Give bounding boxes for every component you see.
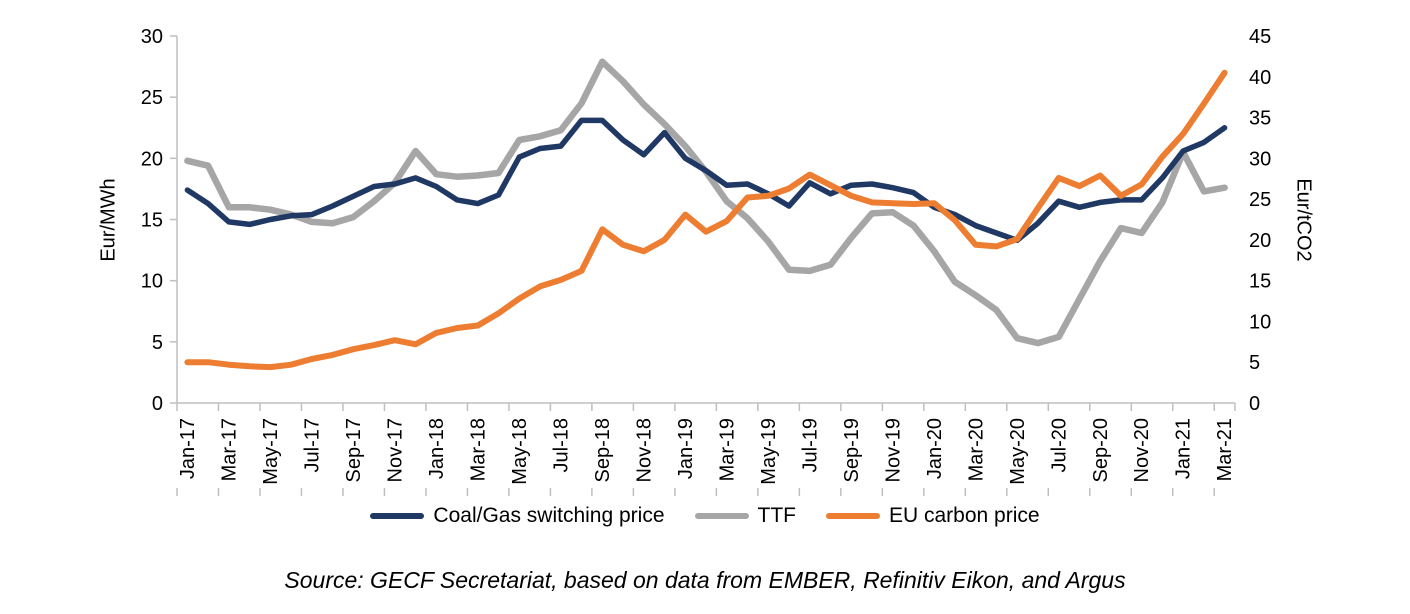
legend-label-eu-carbon: EU carbon price	[889, 504, 1040, 527]
x-axis-tick-label: Sep-19	[841, 418, 863, 483]
x-axis-tick-label: Nov-19	[882, 418, 904, 482]
x-axis-tick-label: May-17	[260, 418, 282, 485]
x-axis-tick-label: Jan-21	[1173, 418, 1195, 479]
y-axis-tick-label-left: 10	[141, 271, 163, 293]
x-axis-tick-label: Jan-19	[675, 418, 697, 479]
y-axis-tick-label-right: 10	[1249, 311, 1271, 333]
x-axis-tick-label: Mar-20	[965, 418, 987, 481]
x-axis-tick-label: Nov-18	[633, 418, 655, 482]
y-axis-tick-label-right: 45	[1249, 26, 1271, 48]
x-axis-tick-label: Mar-19	[716, 418, 738, 481]
source-caption: Source: GECF Secretariat, based on data …	[284, 567, 1126, 593]
series-line-eu-carbon-price	[184, 69, 1228, 371]
chart-canvas: 0 5 10 15 20 25 30 0 5 10 15 20 25 30 35 40 45 Jan-17 Mar-…	[141, 26, 1271, 496]
y-axis-tick-label-left: 5	[152, 332, 163, 354]
x-axis-tick-label: Jan-18	[426, 418, 448, 479]
x-axis-tick-label: May-20	[1007, 418, 1029, 485]
legend-swatch-eu-carbon-icon	[826, 513, 880, 519]
legend-label-ttf: TTF	[757, 504, 796, 527]
y-axis-tick-label-right: 40	[1249, 67, 1271, 89]
x-axis-tick-label: Jul-19	[799, 418, 821, 472]
legend-swatch-coal-gas-icon	[370, 513, 425, 519]
y-axis-tick-label-right: 20	[1249, 230, 1271, 252]
y-axis-tick-label-left: 15	[141, 210, 163, 232]
y-axis-tick-label-right: 25	[1249, 189, 1271, 211]
x-axis-tick-label: Jan-20	[924, 418, 946, 479]
y-axis-tick-label-left: 25	[141, 87, 163, 109]
legend-item-eu-carbon-price: EU carbon price	[826, 504, 1040, 528]
y-axis-tick-label-left: 30	[141, 26, 163, 48]
y-axis-tick-label-right: 15	[1249, 271, 1271, 293]
x-axis-tick-label: May-19	[758, 418, 780, 485]
x-axis-tick-label: Sep-17	[343, 418, 365, 483]
y-axis-tick-label-right: 30	[1249, 148, 1271, 170]
x-axis-tick-label: Sep-20	[1090, 418, 1112, 483]
x-axis-tick-label: Mar-18	[467, 418, 489, 481]
y-axis-tick-label-left: 0	[152, 393, 163, 415]
legend: Coal/Gas switching price TTF EU carbon p…	[0, 504, 1410, 528]
x-axis-tick-label: Nov-20	[1131, 418, 1153, 482]
y-axis-tick-label-left: 20	[141, 148, 163, 170]
right-axis-title: Eur/tCO2	[1292, 178, 1315, 262]
x-axis-tick-label: Jul-17	[301, 418, 323, 472]
left-axis-title: Eur/MWh	[97, 178, 120, 262]
x-axis-tick-label: May-18	[509, 418, 531, 485]
legend-label-coal-gas: Coal/Gas switching price	[433, 504, 665, 527]
x-axis-tick-label: Jan-17	[177, 418, 199, 479]
x-axis-tick-label: Mar-21	[1214, 418, 1236, 481]
x-axis-tick-label: Nov-17	[384, 418, 406, 482]
legend-item-ttf: TTF	[694, 504, 796, 528]
x-axis-tick-label: Sep-18	[592, 418, 614, 483]
legend-swatch-ttf-icon	[694, 513, 749, 519]
y-axis-tick-label-right: 0	[1249, 393, 1260, 415]
legend-item-coal-gas-switching-price: Coal/Gas switching price	[370, 504, 665, 528]
x-axis-tick-label: Jul-18	[550, 418, 572, 472]
x-axis-tick-label: Jul-20	[1048, 418, 1070, 472]
y-axis-tick-label-right: 5	[1249, 352, 1260, 374]
y-axis-tick-label-right: 35	[1249, 108, 1271, 130]
series-line-coal-gas-switching-price	[184, 117, 1228, 244]
x-axis-tick-label: Mar-17	[218, 418, 240, 481]
